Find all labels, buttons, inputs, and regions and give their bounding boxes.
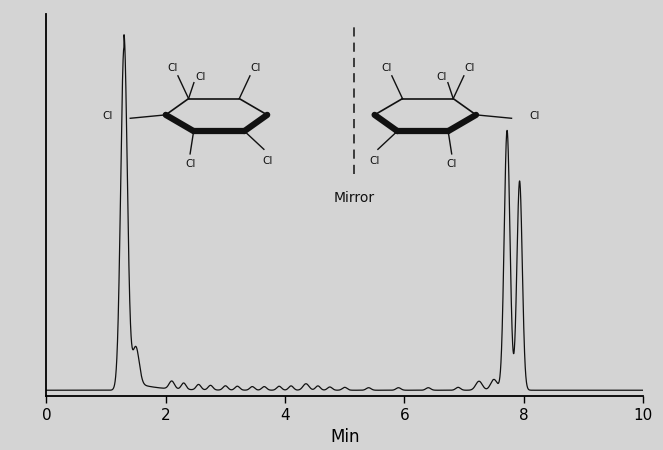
Text: Cl: Cl [250, 63, 261, 73]
Text: Cl: Cl [185, 159, 196, 169]
Text: Cl: Cl [529, 111, 540, 121]
Text: Cl: Cl [102, 111, 113, 121]
Text: Cl: Cl [381, 63, 392, 73]
Text: Cl: Cl [263, 156, 272, 166]
Text: Mirror: Mirror [333, 191, 375, 205]
Text: Cl: Cl [369, 156, 379, 166]
Text: Cl: Cl [168, 63, 178, 73]
Text: Cl: Cl [446, 159, 457, 169]
Text: Cl: Cl [436, 72, 447, 82]
Text: Cl: Cl [464, 63, 474, 73]
Text: Cl: Cl [195, 72, 206, 82]
X-axis label: Min: Min [330, 428, 359, 446]
